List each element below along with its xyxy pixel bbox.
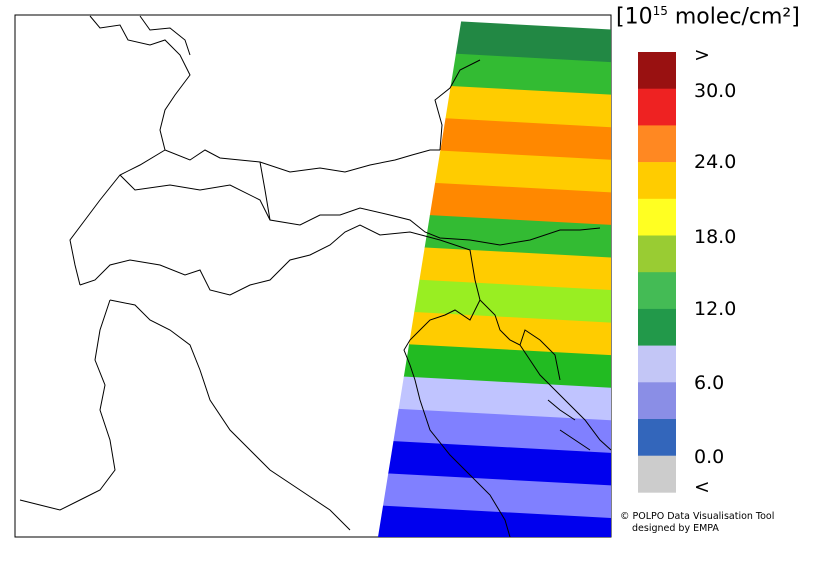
credit-line-2: designed by EMPA (632, 523, 719, 534)
legend-tick-label: 30.0 (694, 80, 737, 102)
swath-band (378, 309, 611, 357)
swath-band (378, 406, 611, 454)
legend-tick-label: < (694, 476, 710, 498)
swath-band (378, 276, 611, 324)
swath-band (378, 439, 611, 487)
legend-tick-label: > (694, 44, 710, 66)
swath-band (378, 243, 611, 291)
legend-tick-label: 18.0 (694, 226, 737, 248)
legend-unit-label: [1015 molec/cm²] (616, 4, 800, 30)
swath-band (378, 374, 611, 422)
legend-tick-label: 24.0 (694, 151, 737, 173)
swath-band (378, 504, 611, 537)
swath-band (378, 341, 611, 389)
credit-line-1: © POLPO Data Visualisation Tool (620, 511, 775, 522)
country-borders (19, 15, 612, 538)
legend-tick-label: 6.0 (694, 372, 725, 394)
legend-tick-label: 0.0 (694, 446, 725, 468)
legend-tick-label: 12.0 (694, 298, 737, 320)
